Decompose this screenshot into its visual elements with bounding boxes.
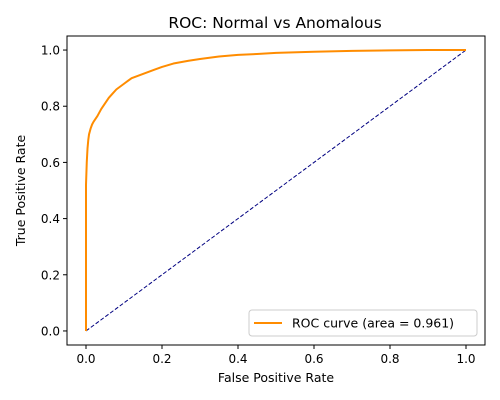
legend: ROC curve (area = 0.961) [248,309,478,337]
x-tick-label: 0.8 [380,352,399,366]
legend-box [248,309,478,337]
chance-diagonal-line [85,49,467,332]
y-tick-label: 1.0 [41,44,60,58]
x-tick-label: 0.6 [304,352,323,366]
x-tick-label: 0.2 [152,352,171,366]
roc-curve-line [85,49,466,331]
x-tick-label: 1.0 [456,352,475,366]
chart-title: ROC: Normal vs Anomalous [168,14,381,32]
y-tick-label: 0.0 [41,324,60,338]
x-axis-label: False Positive Rate [218,370,334,385]
y-tick-label: 0.4 [41,212,60,226]
ticks-layer: 0.0 0.2 0.4 0.6 0.8 1.0 0.0 0.2 0.4 0.6 0.8 1.0 [41,44,476,366]
y-tick-label: 0.2 [41,268,60,282]
y-axis-label: True Positive Rate [13,135,28,248]
series-layer [85,49,467,332]
y-tick-label: 0.6 [41,156,60,170]
legend-label-roc: ROC curve (area = 0.961) [292,316,454,331]
x-tick-label: 0.0 [76,352,95,366]
y-tick-label: 0.8 [41,100,60,114]
plot-frame [66,35,486,346]
x-tick-label: 0.4 [228,352,247,366]
